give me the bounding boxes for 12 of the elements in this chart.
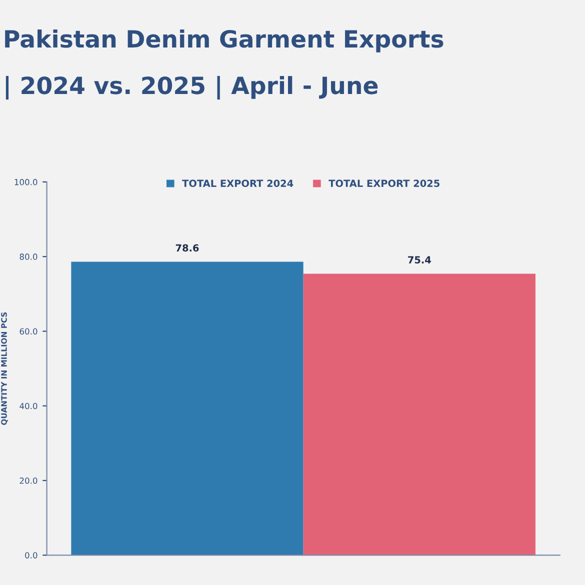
y-tick-label: 60.0 — [20, 328, 38, 335]
y-tick-label: 40.0 — [20, 402, 38, 410]
y-tick-label: 80.0 — [20, 254, 38, 260]
data-label: 78.6 — [176, 244, 199, 252]
legend-label: TOTAL EXPORT 2025 — [328, 180, 440, 188]
y-tick-label: 0.0 — [25, 552, 38, 558]
y-tick-label: 100.0 — [14, 178, 38, 186]
chart-subtitle: | 2024 vs. 2025 | April - June — [6, 76, 378, 100]
data-label: 75.4 — [408, 256, 431, 264]
y-tick-label: 20.0 — [20, 478, 38, 484]
chart-title: Pakistan Denim Garment Exports — [5, 30, 444, 52]
legend-label: TOTAL EXPORT 2024 — [182, 180, 294, 188]
